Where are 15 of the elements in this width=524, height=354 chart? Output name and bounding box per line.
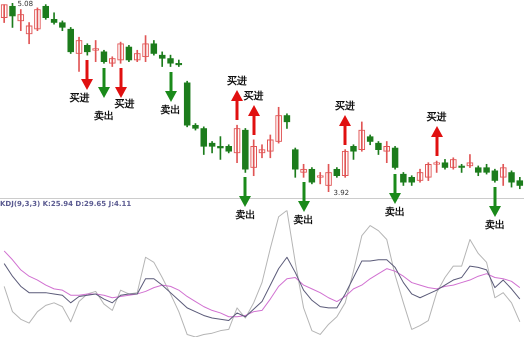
annotation: 卖出 (94, 111, 114, 124)
annotation: 买进 (227, 76, 248, 88)
candlestick (92, 40, 99, 62)
annotation: 买进 (335, 100, 356, 113)
annotation: 买进 (426, 112, 447, 124)
annotation: 买进 (114, 99, 135, 112)
annotation: 卖出 (484, 220, 505, 232)
annotation: 卖出 (294, 215, 314, 228)
annotation: 卖出 (385, 207, 406, 220)
candlestick (316, 172, 324, 184)
annotation: 买进 (69, 93, 90, 106)
annotation: 卖出 (235, 210, 256, 222)
annotation: 买进 (244, 90, 264, 103)
candlestick (433, 160, 440, 173)
annotation: 卖出 (160, 104, 180, 117)
